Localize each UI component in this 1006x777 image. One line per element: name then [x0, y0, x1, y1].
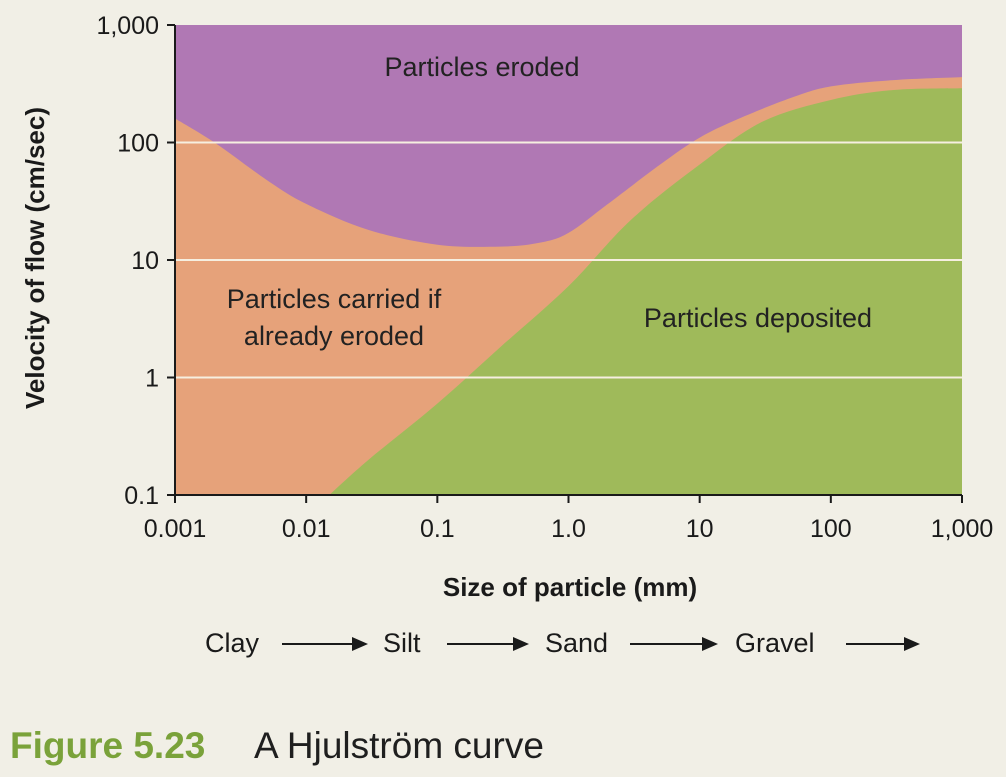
- x-axis-title: Size of particle (mm): [443, 572, 697, 602]
- x-tick-label: 0.001: [144, 515, 207, 543]
- caption-number: Figure 5.23: [10, 725, 205, 766]
- eroded-label: Particles eroded: [384, 52, 579, 82]
- x-tick-label: 10: [686, 515, 714, 543]
- y-tick-label: 100: [117, 130, 159, 158]
- arrow-silt-sand: [447, 637, 529, 651]
- arrow-gravel-end: [846, 637, 920, 651]
- arrow-sand-gravel: [630, 637, 718, 651]
- size-silt: Silt: [383, 628, 421, 658]
- arrow-clay-silt: [282, 637, 368, 651]
- y-axis-title: Velocity of flow (cm/sec): [20, 107, 50, 409]
- y-tick-label: 10: [131, 247, 159, 275]
- carried-label-line1: Particles carried if: [227, 284, 442, 314]
- caption-text: A Hjulström curve: [254, 725, 544, 766]
- y-tick-labels: 0.1 1 10 100 1,000: [96, 12, 159, 510]
- x-tick-label: 100: [810, 515, 852, 543]
- size-gravel: Gravel: [735, 628, 815, 658]
- y-tick-label: 1,000: [96, 12, 159, 40]
- gridlines: [175, 141, 962, 379]
- eroded-region: [175, 25, 962, 247]
- size-class-row: Clay Silt Sand Gravel: [205, 628, 920, 658]
- carried-label-line2: already eroded: [244, 321, 424, 351]
- deposited-region: [329, 88, 962, 495]
- y-tick-label: 1: [145, 365, 159, 393]
- figure-caption: Figure 5.23 A Hjulström curve: [10, 725, 544, 766]
- x-tick-label: 1,000: [931, 515, 994, 543]
- x-tick-label: 0.1: [420, 515, 455, 543]
- size-clay: Clay: [205, 628, 260, 658]
- axes: [167, 24, 963, 503]
- y-tick-label: 0.1: [124, 482, 159, 510]
- x-tick-label: 0.01: [282, 515, 331, 543]
- x-tick-label: 1.0: [551, 515, 586, 543]
- x-tick-labels: 0.001 0.01 0.1 1.0 10 100 1,000: [144, 515, 994, 543]
- deposited-label: Particles deposited: [644, 303, 872, 333]
- size-sand: Sand: [545, 628, 608, 658]
